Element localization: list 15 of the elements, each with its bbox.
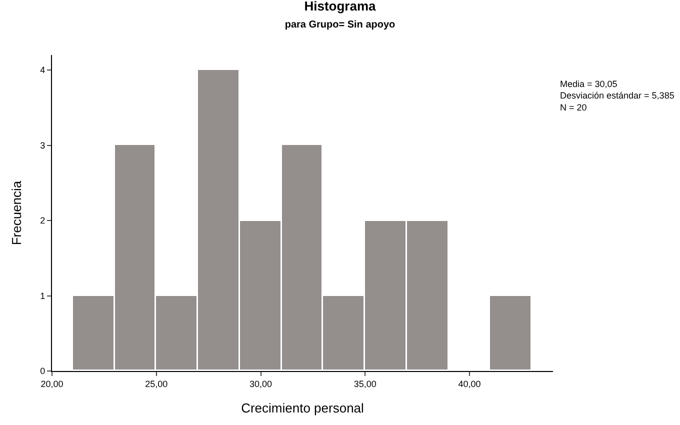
y-tick-label: 0: [40, 366, 46, 376]
y-tick-label: 2: [40, 216, 46, 226]
chart-subtitle: para Grupo= Sin apoyo: [284, 20, 396, 31]
x-tick-label: 20,00: [40, 378, 64, 389]
y-tick-label: 1: [40, 290, 46, 301]
chart-title: Histograma: [304, 0, 377, 14]
x-tick-label: 25,00: [145, 378, 168, 389]
y-tick-label: 3: [40, 140, 46, 150]
x-tick-label: 30,00: [249, 378, 272, 389]
x-tick-label: 40,00: [458, 378, 481, 389]
y-tick-label: 4: [40, 65, 46, 76]
text: Media = 30,05 Desviación estándar = 5,385 N = 20: [560, 79, 674, 112]
y-axis-title: Frecuencia: [9, 180, 24, 246]
x-tick-label: 35,00: [354, 378, 376, 389]
x-axis-title: Crecimiento personal: [241, 400, 364, 416]
